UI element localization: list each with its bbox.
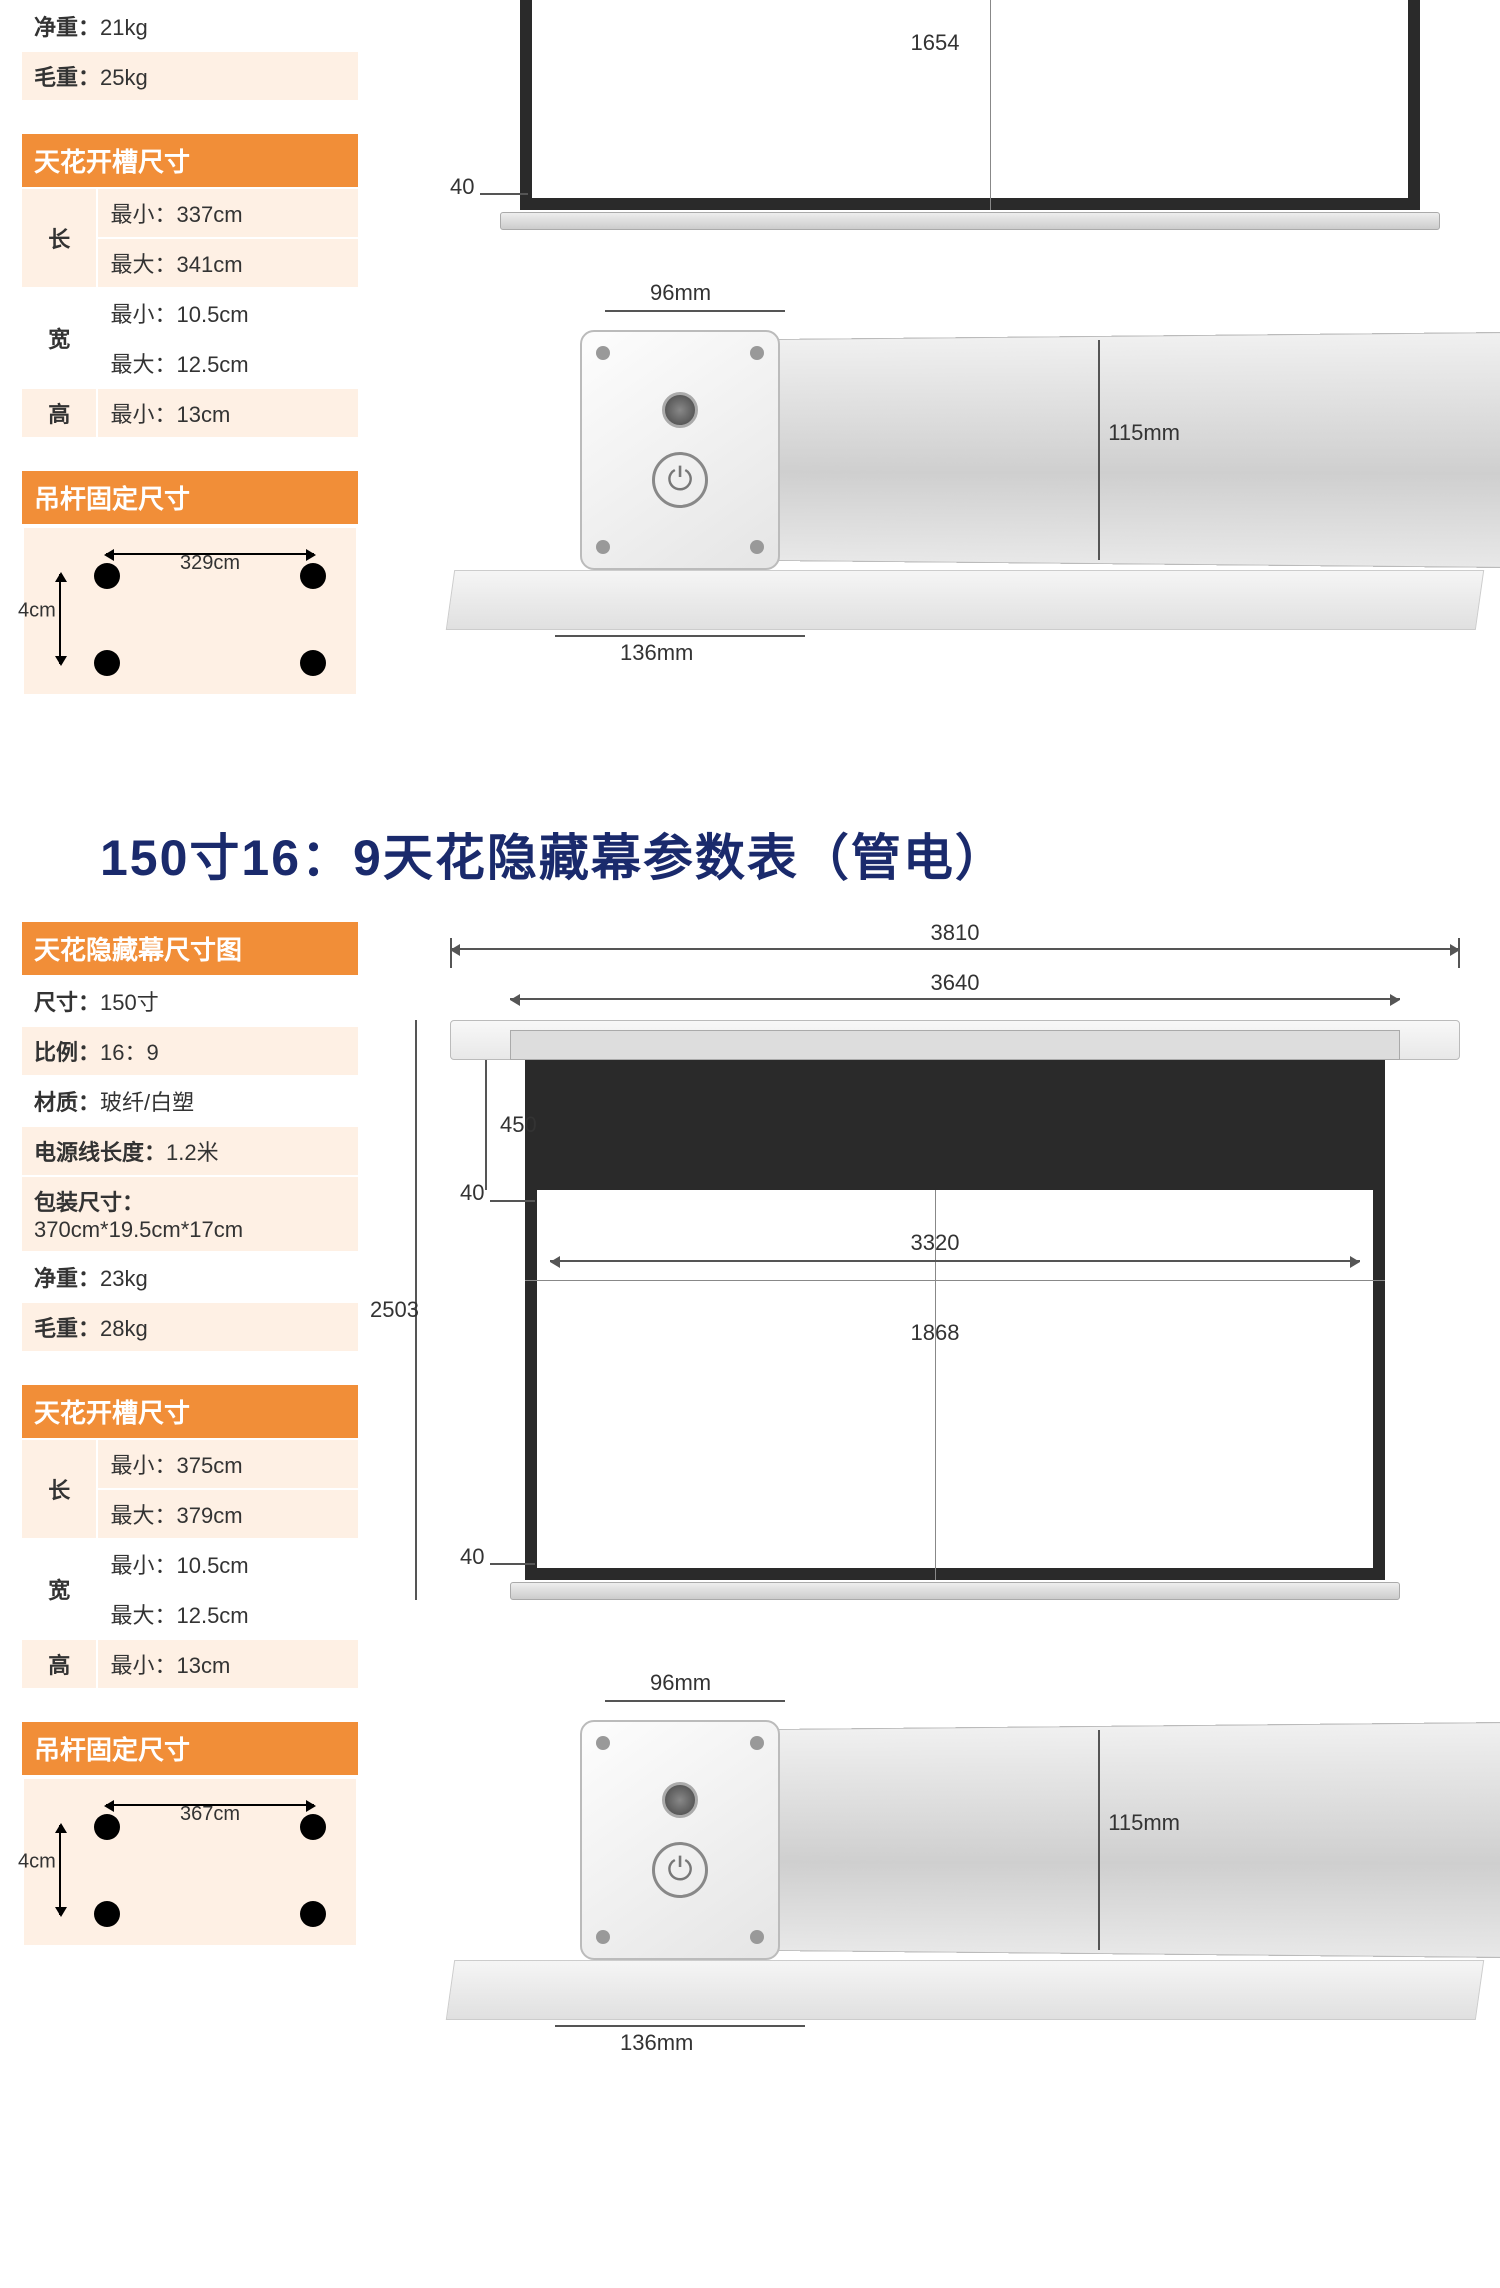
endcap2-top-w: 96mm [650,1670,711,1696]
hanger-diagram-2: 367cm 4cm [22,1777,358,1947]
view-height-1: 1654 [911,30,960,56]
weights-table-1: 净重：21kg 毛重：25kg [20,0,360,102]
spec-cable-label: 电源线长度： [34,1140,166,1165]
slot2-hgt-label: 高 [21,1639,97,1689]
endcap-diagram-2: 96mm ⏻ 115mm 136mm [390,1670,1480,2100]
power-icon: ⏻ [652,1842,708,1898]
slot2-wid-min: 最小：10.5cm [97,1539,359,1589]
spec-gross-label: 毛重： [34,1316,100,1341]
slot2-wid-max: 最大：12.5cm [97,1589,359,1639]
slot2-len-min: 最小：375cm [97,1439,359,1489]
hanger-length: 329cm [106,552,314,575]
slot-len-max: 最大：341cm [97,238,359,288]
spec-net-value: 23kg [100,1266,148,1291]
hanger-table-2: 吊杆固定尺寸 367cm 4cm [20,1720,360,1979]
slot-table-2: 天花开槽尺寸 长最小：375cm 最大：379cm 宽最小：10.5cm 最大：… [20,1383,360,1690]
screen-diagram-1-partial: 40 40 1654 [390,0,1480,260]
section-heading: 150寸16：9天花隐藏幕参数表（管电） [100,818,1480,890]
slot-title: 天花开槽尺寸 [21,133,359,188]
screen-total-h: 2503 [370,1297,419,1323]
slot-wid-min: 最小：10.5cm [97,288,359,338]
spec-size-label: 尺寸： [34,990,100,1015]
spec-mat-label: 材质： [34,1090,100,1115]
spec-gross-value: 28kg [100,1316,148,1341]
endcap-side-h: 115mm [1108,420,1180,446]
slot-hgt-label: 高 [21,388,97,438]
hanger-title: 吊杆固定尺寸 [21,470,359,525]
net-weight-value: 21kg [100,15,148,40]
spec-pack-value: 370cm*19.5cm*17cm [34,1217,243,1242]
screen-diagram-2: 3810 3640 2503 450 3320 1868 40 40 [390,920,1480,1640]
screen-view-w: 3320 [911,1230,960,1256]
hanger-title-2: 吊杆固定尺寸 [21,1721,359,1776]
power-icon: ⏻ [652,452,708,508]
endcap-bot-w: 136mm [620,640,693,666]
net-weight-label: 净重： [34,15,100,40]
slot-len-label: 长 [21,188,97,288]
power-jack-icon [662,392,698,428]
slot-wid-label: 宽 [21,288,97,388]
spec-net-label: 净重： [34,1266,100,1291]
endcap-diagram-1: 96mm ⏻ 115mm 136mm [390,280,1480,710]
screen-inner-w: 3640 [510,970,1400,996]
slot2-len-label: 长 [21,1439,97,1539]
hanger2-gap: 4cm [18,1851,56,1874]
hanger-gap: 4cm [18,600,56,623]
screen-drop: 450 [500,1112,537,1138]
slot2-len-max: 最大：379cm [97,1489,359,1539]
endcap-top-w: 96mm [650,280,711,306]
spec-cable-value: 1.2米 [166,1140,219,1165]
border-40b: 40 [450,174,474,200]
spec-table-2: 天花隐藏幕尺寸图 尺寸：150寸 比例：16：9 材质：玻纤/白塑 电源线长度：… [20,920,360,1353]
endcap2-bot-w: 136mm [620,2030,693,2056]
hanger-table-1: 吊杆固定尺寸 329cm 4cm [20,469,360,728]
slot-hgt-min: 最小：13cm [97,388,359,438]
screen-border-40a: 40 [460,1180,484,1206]
slot2-hgt-min: 最小：13cm [97,1639,359,1689]
gross-weight-value: 25kg [100,65,148,90]
spec-title: 天花隐藏幕尺寸图 [21,921,359,976]
endcap2-side-h: 115mm [1108,1810,1180,1836]
hanger2-length: 367cm [106,1803,314,1826]
spec-size-value: 150寸 [100,990,159,1015]
power-jack-icon [662,1782,698,1818]
spec-ratio-value: 16：9 [100,1040,159,1065]
slot-table-1: 天花开槽尺寸 长最小：337cm 最大：341cm 宽最小：10.5cm 最大：… [20,132,360,439]
slot-len-min: 最小：337cm [97,188,359,238]
gross-weight-label: 毛重： [34,65,100,90]
slot2-wid-label: 宽 [21,1539,97,1639]
hanger-diagram: 329cm 4cm [22,526,358,696]
spec-ratio-label: 比例： [34,1040,100,1065]
spec-pack-label: 包装尺寸： [34,1190,144,1215]
screen-border-40b: 40 [460,1544,484,1570]
screen-view-h: 1868 [911,1320,960,1346]
slot-wid-max: 最大：12.5cm [97,338,359,388]
slot-title-2: 天花开槽尺寸 [21,1384,359,1439]
spec-mat-value: 玻纤/白塑 [100,1090,194,1115]
screen-outer-w: 3810 [450,920,1460,946]
border-40a: 40 [450,0,474,1]
